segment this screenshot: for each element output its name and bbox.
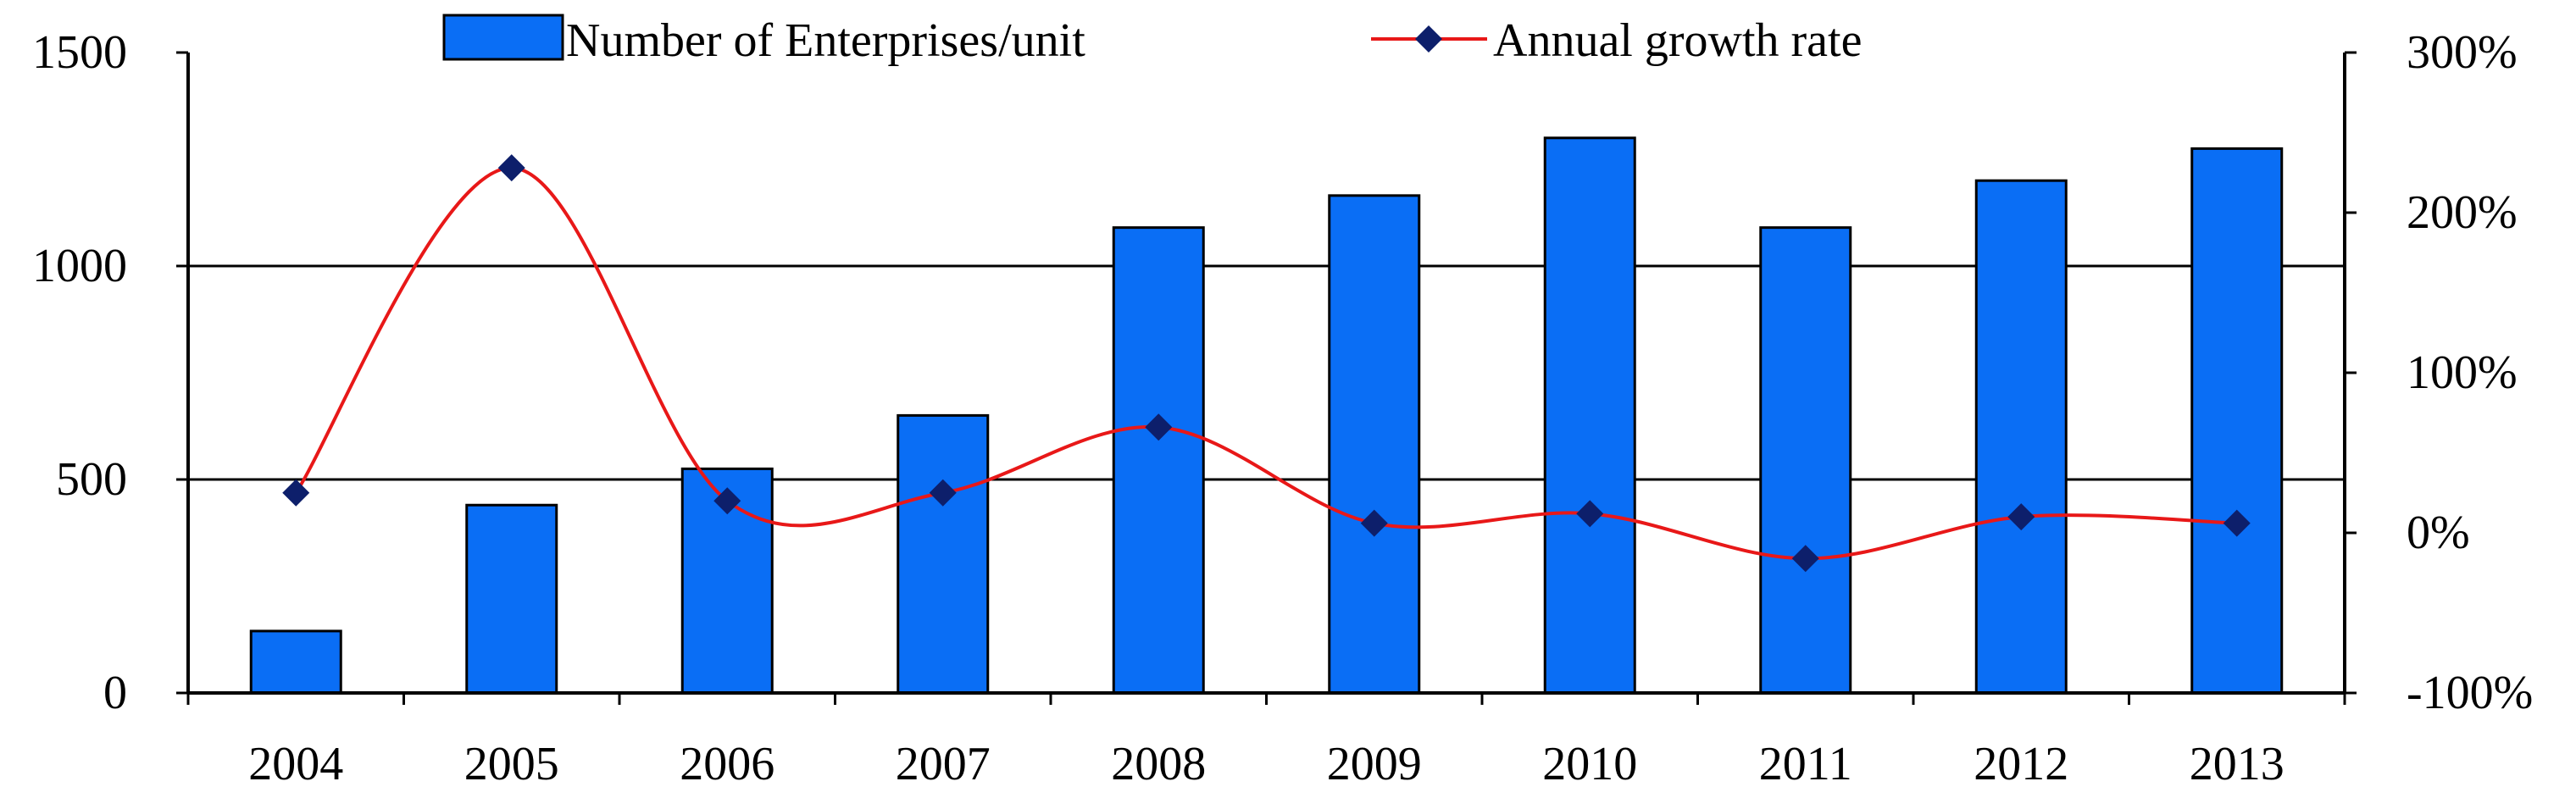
right-tick-label: 100% xyxy=(2407,346,2518,399)
legend-swatch-bar xyxy=(442,14,564,61)
bar-2009 xyxy=(1328,194,1421,695)
left-tick-label: 500 xyxy=(56,453,127,506)
line-series-annual-growth-rate xyxy=(282,154,2251,573)
x-tick-label-2010: 2010 xyxy=(1542,738,1637,790)
right-tick-label: 200% xyxy=(2407,186,2518,239)
growth-rate-point-2012 xyxy=(2007,503,2035,531)
left-tick-label: 1500 xyxy=(32,26,127,79)
x-tick-label-2012: 2012 xyxy=(1974,738,2068,790)
x-tick-label-2007: 2007 xyxy=(896,738,991,790)
legend: Number of Enterprises/unit Annual growth… xyxy=(442,14,1862,67)
legend-label-bar: Number of Enterprises/unit xyxy=(566,14,1085,67)
bar-2011 xyxy=(1759,226,1852,695)
growth-rate-line xyxy=(294,166,2237,561)
x-tick-label-2005: 2005 xyxy=(464,738,559,790)
growth-rate-point-2004 xyxy=(282,479,310,507)
growth-rate-point-2010 xyxy=(1576,500,1604,528)
growth-rate-point-2007 xyxy=(929,479,957,507)
left-tick-label: 0 xyxy=(103,667,127,719)
bar-2012 xyxy=(1974,179,2068,695)
growth-rate-point-2006 xyxy=(713,487,741,515)
axes xyxy=(176,51,2357,705)
right-tick-label: 300% xyxy=(2407,26,2518,79)
bar-series-number-of-enterprises xyxy=(249,136,2284,695)
growth-rate-point-2009 xyxy=(1360,509,1388,537)
right-tick-label: 0% xyxy=(2407,507,2470,559)
growth-rate-point-2011 xyxy=(1791,545,1819,573)
right-tick-label: -100% xyxy=(2407,667,2533,719)
x-tick-label-2013: 2013 xyxy=(2190,738,2285,790)
growth-rate-point-2008 xyxy=(1145,413,1173,441)
bar-2010 xyxy=(1543,136,1636,695)
bar-2007 xyxy=(897,413,990,695)
x-tick-label-2006: 2006 xyxy=(680,738,774,790)
bar-2005 xyxy=(465,503,558,695)
left-tick-label: 1000 xyxy=(32,240,127,292)
growth-rate-point-2005 xyxy=(497,154,525,182)
bar-2008 xyxy=(1112,226,1205,695)
tick-labels: 0 500 1000 1500 -100% 0% 100% 200% 300% 2004 2005 2… xyxy=(32,26,2533,790)
x-tick-label-2004: 2004 xyxy=(248,738,343,790)
x-tick-label-2009: 2009 xyxy=(1327,738,1422,790)
legend-swatch-marker xyxy=(1415,25,1442,53)
bar-2004 xyxy=(249,629,342,695)
x-tick-label-2011: 2011 xyxy=(1759,738,1852,790)
legend-label-line: Annual growth rate xyxy=(1493,14,1862,67)
bar-2013 xyxy=(2190,147,2284,695)
growth-rate-point-2013 xyxy=(2223,509,2251,537)
x-tick-label-2008: 2008 xyxy=(1111,738,1206,790)
